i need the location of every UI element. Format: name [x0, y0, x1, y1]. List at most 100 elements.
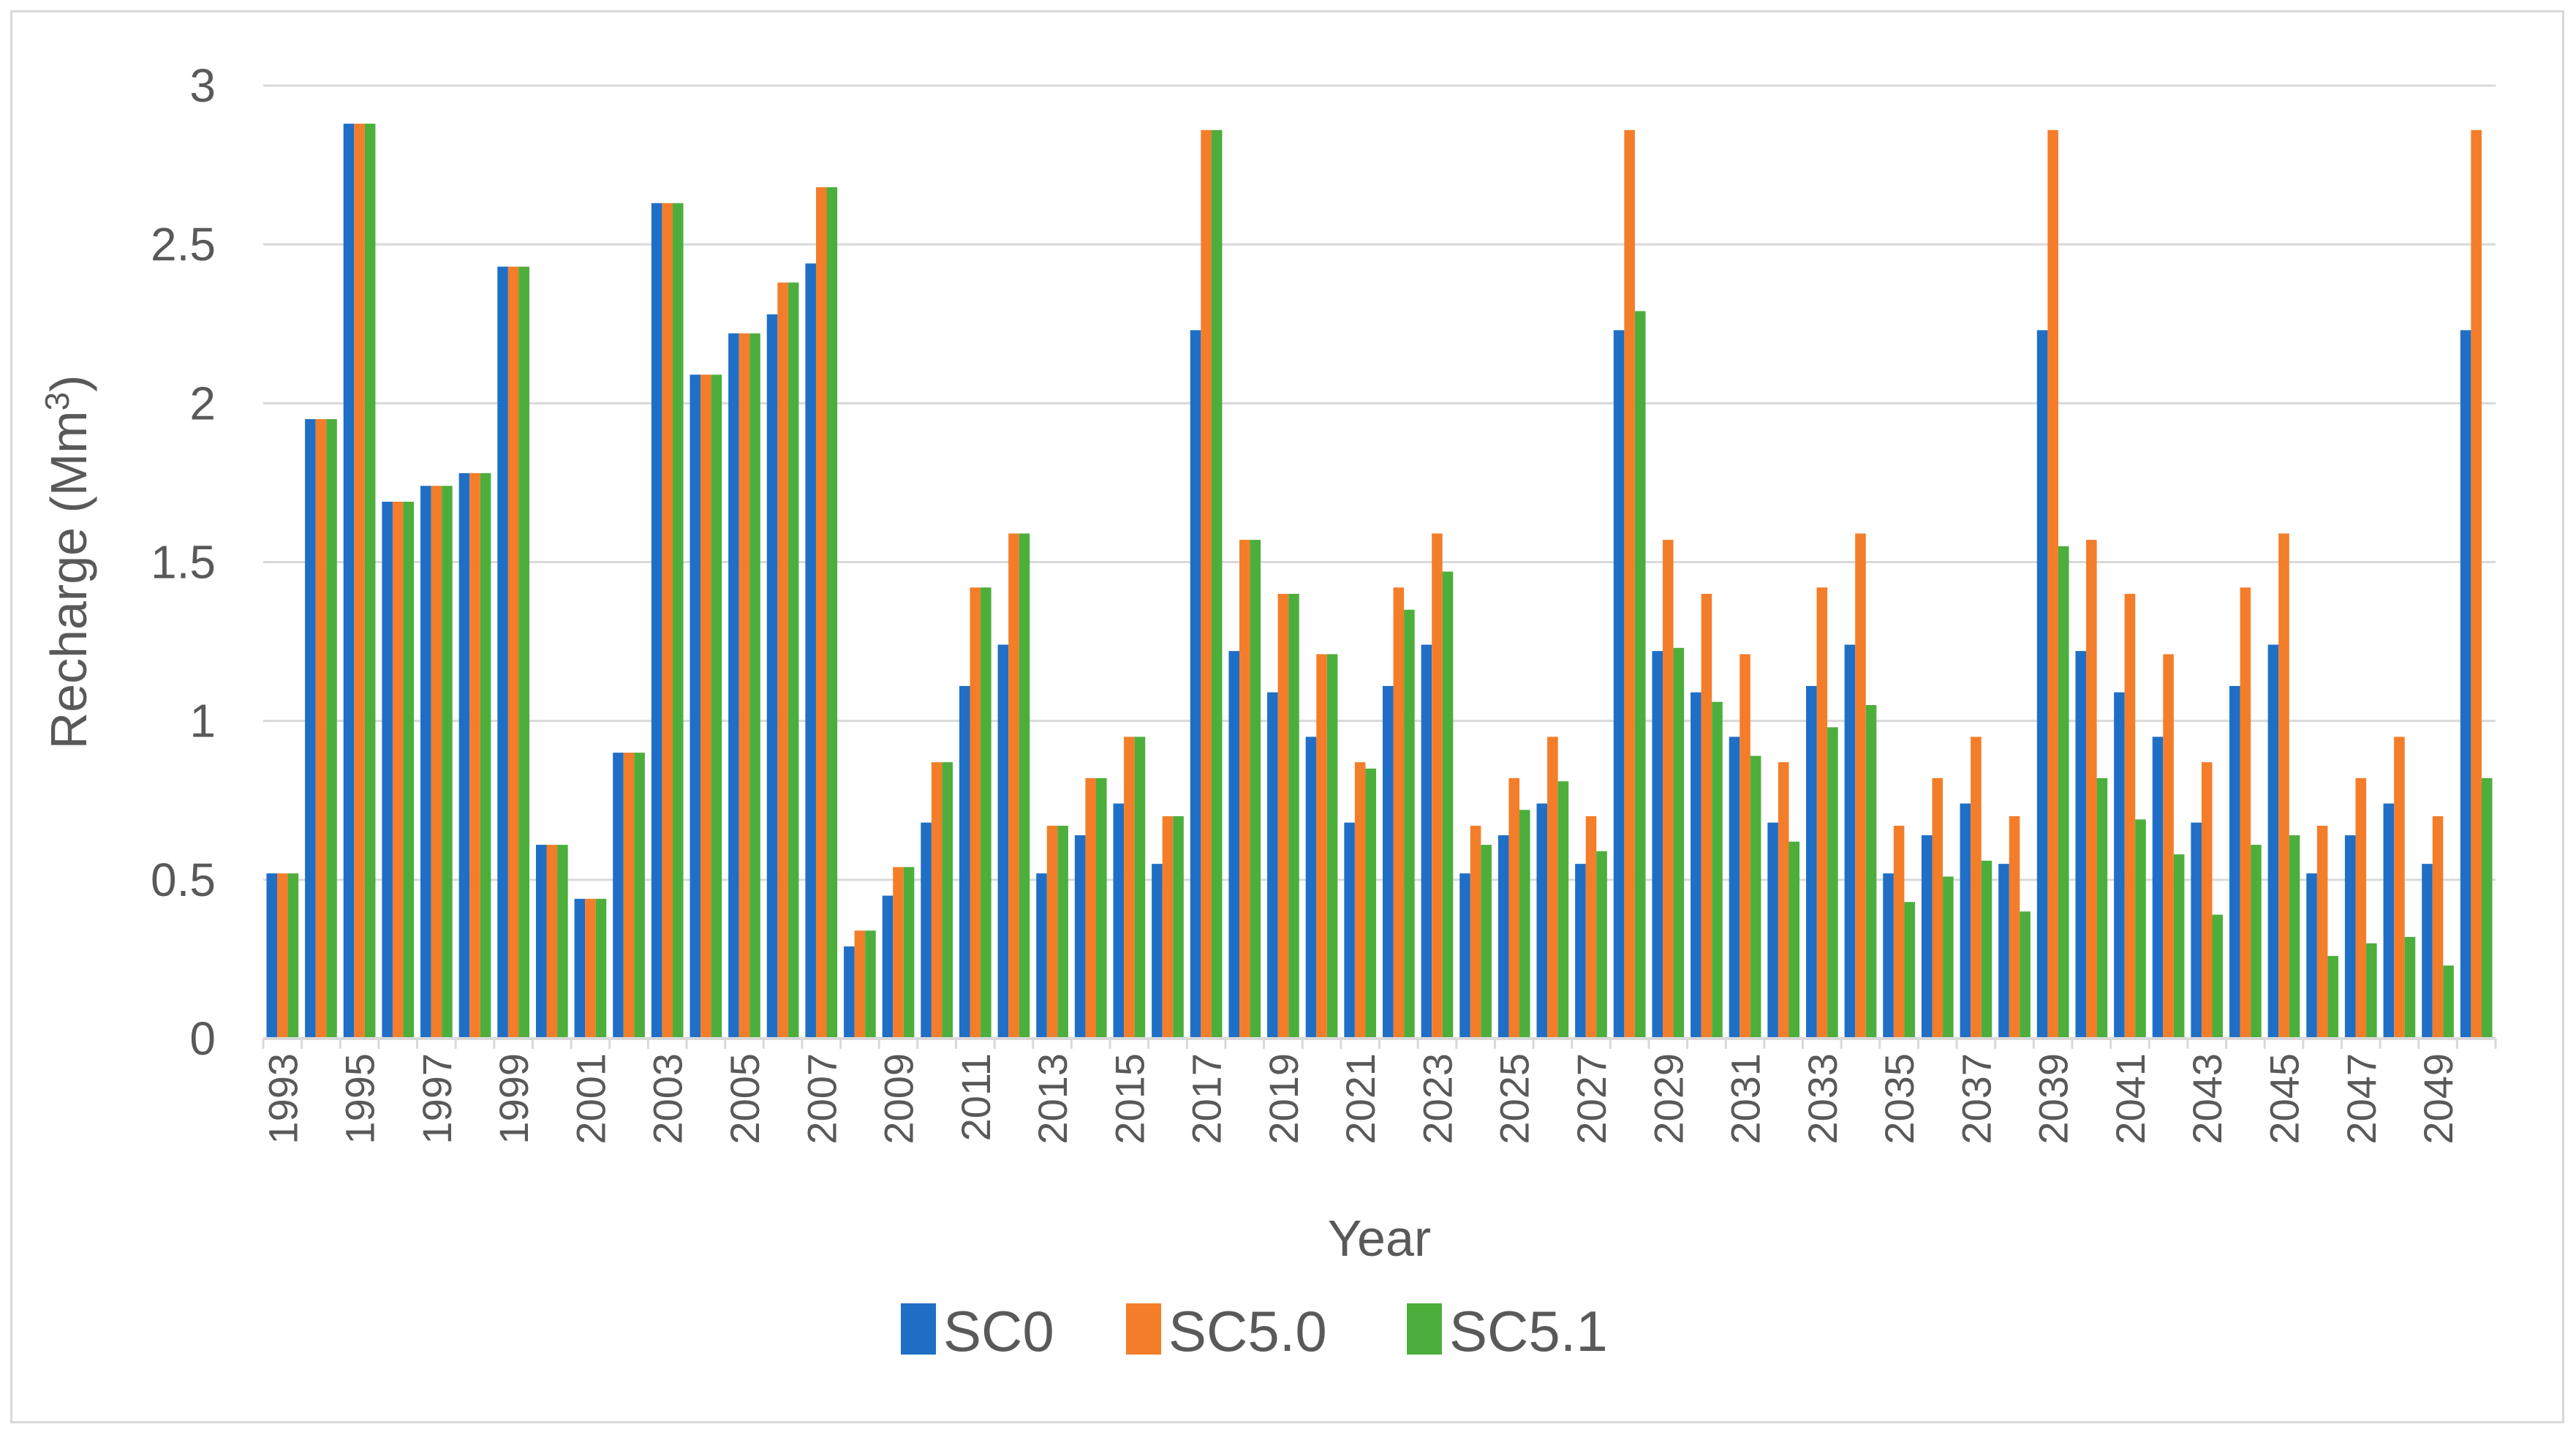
bar-sc5-0-2024 [1470, 825, 1481, 1039]
bar-sc5-0-2020 [1316, 654, 1327, 1039]
bar-sc0-2004 [690, 374, 701, 1039]
bar-sc5-1-2011 [981, 587, 992, 1039]
bar-sc5-1-2042 [2173, 854, 2185, 1039]
bar-sc5-0-1997 [431, 486, 442, 1039]
bar-sc5-0-2014 [1085, 777, 1096, 1039]
bar-sc0-2027 [1575, 864, 1586, 1039]
bar-sc5-0-2049 [2432, 816, 2444, 1039]
bar-sc5-1-2039 [2058, 546, 2069, 1039]
x-tick-label: 2031 [1723, 1053, 1769, 1145]
bar-sc5-0-1999 [507, 266, 519, 1039]
bar-sc5-0-2003 [662, 203, 673, 1039]
bar-sc5-1-2012 [1019, 533, 1030, 1039]
bar-sc5-1-2004 [711, 374, 722, 1039]
bar-sc0-2023 [1421, 644, 1432, 1039]
bar-sc5-0-2044 [2240, 587, 2251, 1039]
bar-sc0-2035 [1883, 873, 1894, 1039]
x-tick-label: 2011 [953, 1053, 999, 1141]
bar-sc5-0-2043 [2201, 762, 2213, 1039]
x-tick-label: 2027 [1568, 1053, 1614, 1145]
bar-sc5-0-2034 [1855, 533, 1866, 1039]
x-tick-label: 2001 [567, 1053, 613, 1145]
bar-sc0-1995 [343, 124, 355, 1039]
bar-sc5-1-1998 [480, 472, 491, 1039]
bar-sc5-0-2050 [2471, 129, 2482, 1039]
x-tick-label: 2049 [2415, 1053, 2461, 1145]
bar-sc5-1-2041 [2135, 819, 2146, 1039]
bar-sc5-1-2026 [1557, 781, 1569, 1039]
bar-sc5-0-2039 [2047, 129, 2058, 1039]
bar-sc5-0-2017 [1201, 129, 1212, 1039]
bar-sc5-1-2040 [2096, 777, 2108, 1039]
bar-sc5-1-2031 [1750, 756, 1761, 1039]
bar-sc0-2017 [1190, 330, 1201, 1039]
bar-sc5-1-2037 [1981, 860, 1993, 1039]
bar-sc5-0-2025 [1508, 777, 1520, 1039]
x-axis-title: Year [1328, 1210, 1431, 1267]
bar-sc5-1-1997 [442, 486, 453, 1039]
bar-sc5-0-2010 [931, 762, 943, 1039]
bar-sc0-2019 [1267, 692, 1278, 1039]
bar-sc5-1-2010 [942, 762, 953, 1039]
bar-sc0-2009 [882, 895, 894, 1039]
bar-sc5-0-2041 [2124, 593, 2136, 1039]
bar-sc0-2020 [1305, 737, 1317, 1039]
bar-sc5-0-2042 [2163, 654, 2174, 1039]
bar-sc5-0-2022 [1393, 587, 1405, 1039]
bar-sc0-2000 [535, 845, 547, 1039]
bar-sc5-1-2008 [865, 930, 876, 1039]
bar-sc5-1-2050 [2481, 777, 2493, 1039]
bar-sc5-1-2001 [595, 898, 607, 1039]
bar-sc5-0-2023 [1432, 533, 1443, 1039]
bar-sc5-0-2028 [1624, 129, 1635, 1039]
bar-sc5-0-2019 [1277, 593, 1289, 1039]
bar-sc5-0-2030 [1701, 593, 1712, 1039]
bar-sc5-1-2014 [1095, 777, 1107, 1039]
bar-sc5-0-1993 [277, 873, 288, 1039]
bar-sc5-1-1996 [403, 501, 415, 1039]
bar-sc5-0-1996 [392, 501, 404, 1039]
bar-sc0-2048 [2383, 803, 2395, 1039]
bar-sc5-0-2036 [1932, 777, 1944, 1039]
bar-sc5-1-2024 [1481, 845, 1492, 1039]
bar-sc0-2047 [2344, 835, 2356, 1039]
bar-sc0-2032 [1767, 822, 1778, 1039]
bar-sc0-2016 [1152, 864, 1163, 1039]
bar-sc5-0-2015 [1124, 737, 1135, 1039]
bar-sc0-2024 [1459, 873, 1470, 1039]
bar-sc0-2003 [651, 203, 662, 1039]
bar-sc5-0-2007 [815, 187, 827, 1039]
bar-sc5-0-2031 [1740, 654, 1750, 1039]
bar-sc5-1-2020 [1326, 654, 1338, 1039]
bar-sc5-1-2013 [1057, 825, 1068, 1039]
bar-sc0-1997 [420, 486, 431, 1039]
bar-sc5-1-2016 [1173, 816, 1184, 1039]
bar-sc0-1993 [266, 873, 278, 1039]
legend-swatch-sc0 [901, 1303, 936, 1355]
bar-sc0-2013 [1036, 873, 1047, 1039]
x-tick-label: 2041 [2107, 1053, 2153, 1145]
x-tick-label: 2037 [1953, 1053, 1999, 1145]
bar-sc5-0-2001 [585, 898, 596, 1039]
bar-sc5-1-2044 [2251, 845, 2262, 1039]
bar-sc5-1-2022 [1404, 609, 1415, 1039]
y-tick-label: 2.5 [151, 218, 216, 271]
bar-sc0-2045 [2267, 644, 2279, 1039]
bar-sc5-0-2033 [1816, 587, 1828, 1039]
bar-sc5-0-2005 [739, 333, 750, 1039]
bar-sc0-2025 [1497, 835, 1509, 1039]
bar-sc5-1-2030 [1712, 701, 1723, 1039]
y-tick-label: 2 [189, 377, 216, 429]
bar-sc0-2034 [1844, 644, 1856, 1039]
x-tick-label: 2035 [1876, 1053, 1922, 1145]
bar-sc5-1-2033 [1827, 727, 1838, 1039]
x-tick-label: 2017 [1184, 1053, 1230, 1145]
x-tick-label: 2023 [1414, 1053, 1460, 1145]
bar-sc0-2005 [728, 333, 739, 1039]
bar-sc0-2001 [574, 898, 586, 1039]
y-tick-label: 1 [189, 695, 216, 747]
bar-sc5-0-2009 [893, 867, 904, 1039]
bar-sc5-0-2006 [777, 282, 788, 1039]
x-tick-label: 2047 [2338, 1053, 2384, 1145]
